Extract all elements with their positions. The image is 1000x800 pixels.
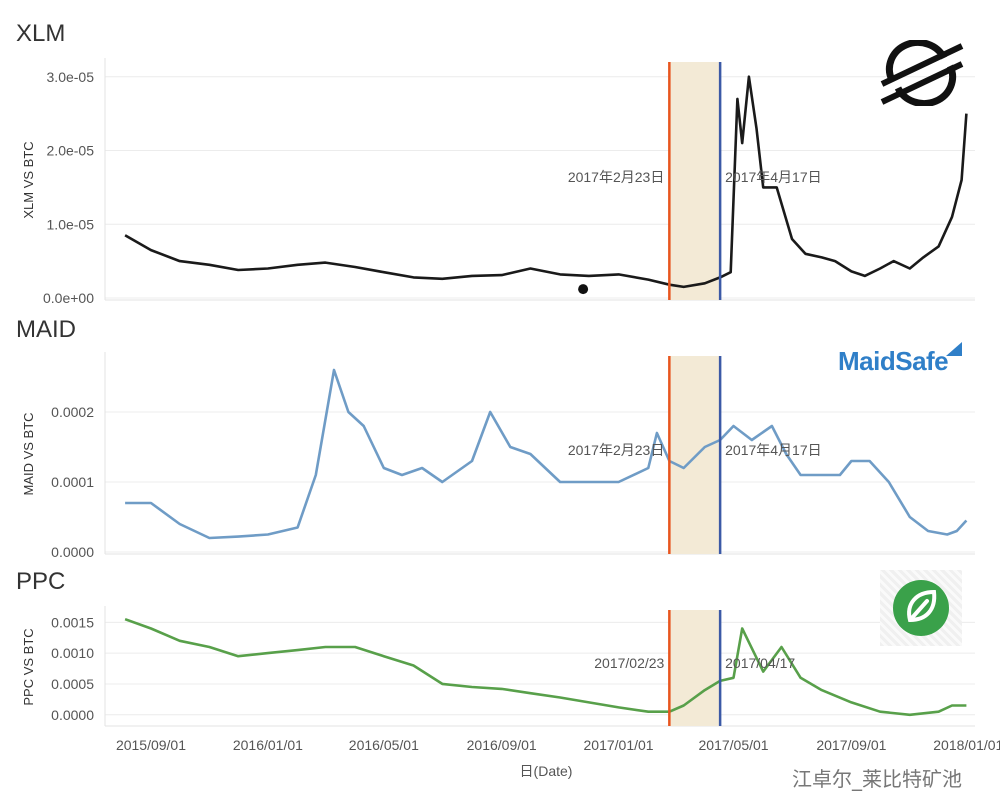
y-tick-label: 0.0000: [51, 544, 94, 560]
maidsafe-logo-icon: MaidSafe: [836, 340, 962, 380]
annotation-end-date: 2017年4月17日: [725, 442, 822, 458]
y-tick-label: 0.0005: [51, 676, 94, 692]
x-axis-label: 日(Date): [520, 763, 573, 779]
series-line: [124, 617, 967, 717]
y-tick-label: 1.0e-05: [47, 216, 95, 232]
x-tick-label: 2017/09/01: [816, 737, 886, 753]
y-tick-label: 3.0e-05: [47, 69, 95, 85]
y-axis-label: XLM VS BTC: [21, 141, 36, 218]
annotation-start-date: 2017年2月23日: [568, 442, 665, 458]
maid-panel-title: MAID: [16, 316, 76, 343]
x-tick-label: 2017/01/01: [584, 737, 654, 753]
y-tick-label: 0.0001: [51, 474, 94, 490]
x-tick-label: 2016/05/01: [349, 737, 419, 753]
watermark-text: 江卓尔_莱比特矿池: [792, 767, 962, 791]
highlight-band: [669, 62, 721, 300]
series-line: [124, 75, 968, 289]
x-tick-label: 2018/01/01: [933, 737, 1000, 753]
y-tick-label: 0.0010: [51, 645, 94, 661]
x-tick-label: 2016/09/01: [467, 737, 537, 753]
annotation-end-date: 2017/04/17: [725, 655, 795, 671]
x-tick-label: 2017/05/01: [699, 737, 769, 753]
highlight-band: [669, 356, 721, 554]
y-axis-label: MAID VS BTC: [21, 412, 36, 495]
annotation-start-date: 2017/02/23: [594, 655, 664, 671]
maidsafe-logo-text: MaidSafe: [838, 346, 949, 376]
x-tick-label: 2015/09/01: [116, 737, 186, 753]
y-tick-label: 0.0e+00: [43, 290, 94, 306]
y-tick-label: 2.0e-05: [47, 143, 95, 159]
stellar-logo-icon: [880, 40, 964, 106]
y-tick-label: 0.0000: [51, 707, 94, 723]
xlm-panel-title: XLM: [16, 20, 66, 47]
data-point: [578, 284, 589, 295]
annotation-end-date: 2017年4月17日: [725, 169, 822, 185]
series-line: [125, 368, 968, 540]
ppc-panel-title: PPC: [16, 568, 66, 595]
annotation-start-date: 2017年2月23日: [568, 169, 665, 185]
y-tick-label: 0.0015: [51, 614, 94, 630]
y-tick-label: 0.0002: [51, 404, 94, 420]
x-tick-label: 2016/01/01: [233, 737, 303, 753]
peercoin-leaf-icon: [893, 580, 949, 636]
peercoin-logo: [880, 570, 962, 646]
y-axis-label: PPC VS BTC: [21, 628, 36, 705]
